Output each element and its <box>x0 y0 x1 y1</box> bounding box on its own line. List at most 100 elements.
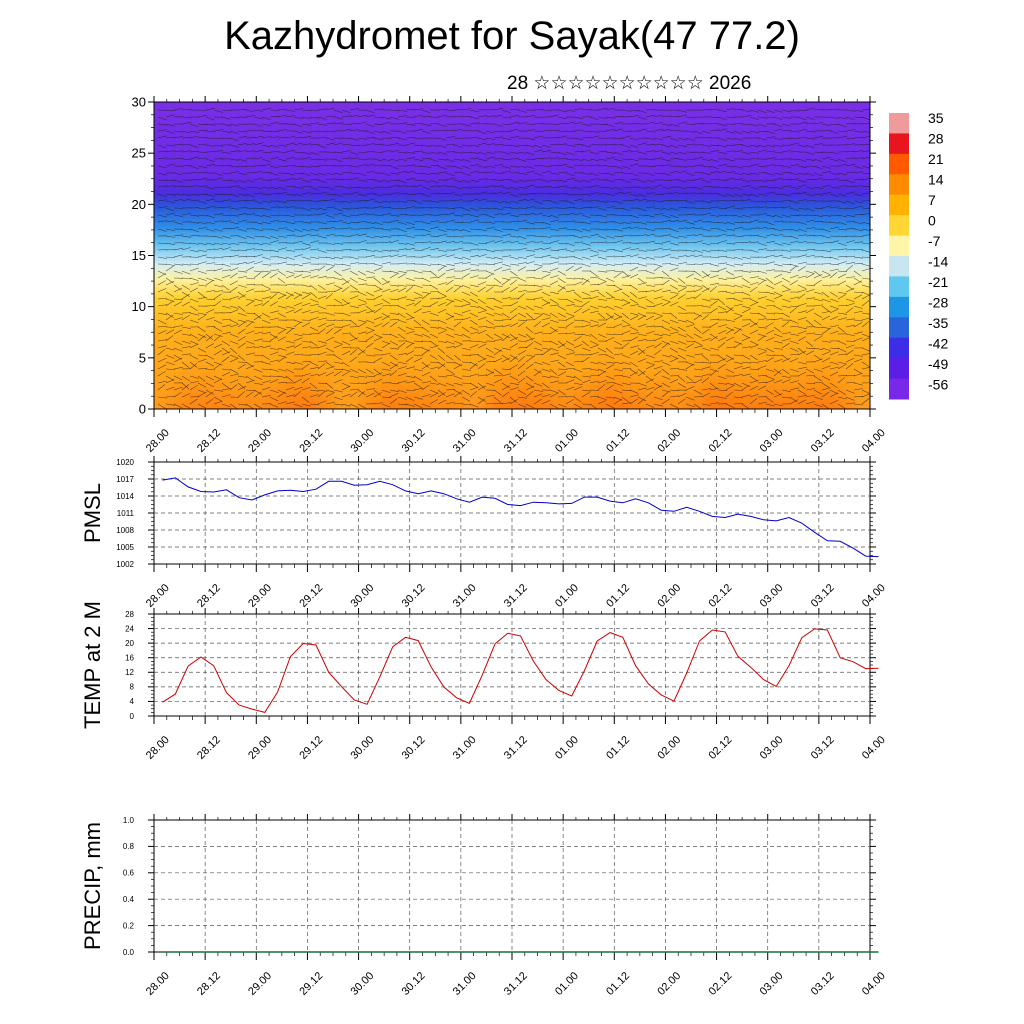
wind-barb <box>637 179 647 183</box>
wind-barb <box>293 308 303 314</box>
wind-barb <box>781 150 791 153</box>
wind-barb <box>245 365 255 370</box>
wind-barb <box>429 312 439 316</box>
wind-barb <box>701 366 711 370</box>
wind-barb <box>565 332 575 335</box>
wind-barb <box>645 240 655 244</box>
wind-barb <box>557 135 567 139</box>
wind-barb <box>741 184 751 188</box>
wind-barb <box>717 109 727 113</box>
wind-barb <box>389 289 399 293</box>
wind-barb <box>653 360 663 363</box>
wind-barb <box>605 200 616 202</box>
colorbar-swatch <box>889 153 909 175</box>
wind-barb <box>749 219 759 223</box>
wind-barb <box>509 314 518 321</box>
wind-barb <box>221 151 231 154</box>
wind-barb <box>717 324 727 328</box>
wind-barb <box>581 144 591 148</box>
wind-barb <box>453 199 463 202</box>
wind-barb <box>813 304 823 307</box>
wind-barb <box>837 172 847 176</box>
wind-barb <box>325 371 335 377</box>
wind-barb <box>541 368 551 373</box>
wind-barb <box>589 262 599 265</box>
wind-barb <box>565 186 575 189</box>
wind-barb <box>381 164 392 167</box>
wind-barb <box>469 340 480 342</box>
wind-barb <box>445 172 455 177</box>
wind-barb <box>365 335 374 342</box>
wind-barb <box>517 363 526 370</box>
wind-barb <box>285 178 295 181</box>
wind-barb <box>853 310 863 314</box>
wind-barb <box>205 228 215 232</box>
x-tick-label: 01.12 <box>604 582 632 610</box>
wind-barb <box>477 310 487 314</box>
wind-barb <box>789 130 799 133</box>
wind-barb <box>389 184 399 188</box>
wind-barb <box>709 256 720 258</box>
wind-barb <box>485 249 495 253</box>
wind-barb <box>189 156 199 160</box>
wind-barb <box>197 214 207 217</box>
wind-barb <box>453 109 464 111</box>
wind-barb <box>749 276 759 279</box>
wind-barb <box>437 221 447 224</box>
wind-barb <box>741 123 751 126</box>
wind-barb <box>165 265 174 272</box>
wind-barb <box>517 122 527 125</box>
wind-barb <box>285 149 295 153</box>
wind-barb <box>797 241 807 244</box>
wind-barb <box>653 277 664 279</box>
wind-barb <box>493 298 503 304</box>
wind-barb <box>397 326 406 333</box>
wind-barb <box>181 314 190 321</box>
wind-barb <box>693 130 703 135</box>
wind-barb <box>821 184 831 188</box>
wind-barb <box>501 373 511 377</box>
wind-barb <box>621 270 630 277</box>
wind-barb <box>749 385 759 391</box>
wind-barb <box>781 130 792 132</box>
wind-barb <box>469 116 479 120</box>
wind-barb <box>309 275 319 279</box>
wind-barb <box>317 372 327 377</box>
wind-barb <box>293 254 303 258</box>
wind-barb <box>309 389 319 392</box>
wind-barb <box>453 115 463 118</box>
wind-barb <box>813 396 823 400</box>
wind-barb <box>389 304 400 307</box>
wind-barb <box>413 296 423 300</box>
wind-barb <box>397 170 407 174</box>
wind-barb <box>837 135 847 139</box>
wind-barb <box>389 333 399 339</box>
wind-barb <box>573 186 583 190</box>
wind-barb <box>469 170 479 174</box>
wind-barb <box>341 157 351 160</box>
wind-barb <box>541 393 551 398</box>
wind-barb <box>733 130 743 135</box>
wind-barb <box>637 305 647 310</box>
wind-barb <box>661 382 671 388</box>
wind-barb <box>173 403 183 409</box>
wind-barb <box>213 290 223 293</box>
wind-barb <box>661 254 671 258</box>
wind-barb <box>765 354 776 356</box>
wind-barb <box>509 235 519 238</box>
wind-barb <box>437 249 447 252</box>
wind-barb <box>493 347 503 352</box>
wind-barb <box>445 228 455 231</box>
wind-barb <box>605 107 615 111</box>
wind-barb <box>549 403 559 409</box>
wind-barb <box>565 263 576 265</box>
wind-barb <box>373 235 383 238</box>
wind-barb <box>245 242 255 245</box>
wind-barb <box>357 164 367 167</box>
wind-barb <box>533 221 543 224</box>
wind-barb <box>165 123 175 127</box>
wind-barb <box>165 114 175 118</box>
wind-barb <box>389 109 400 111</box>
wind-barb <box>301 377 310 384</box>
wind-barb <box>485 312 495 317</box>
